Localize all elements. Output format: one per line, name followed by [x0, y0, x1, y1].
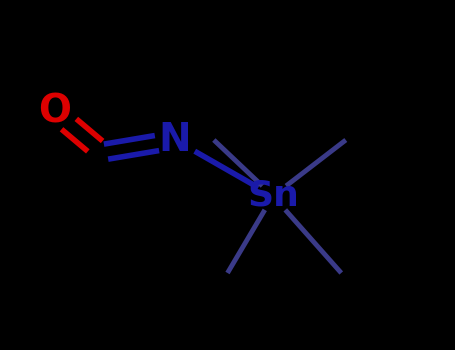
Text: N: N — [159, 121, 192, 159]
Text: Sn: Sn — [247, 179, 299, 213]
Text: O: O — [38, 93, 71, 131]
